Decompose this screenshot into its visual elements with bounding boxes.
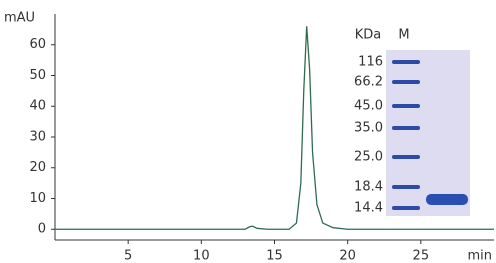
gel-marker-label: 116 bbox=[358, 55, 383, 70]
y-tick-label: 10 bbox=[29, 191, 46, 206]
sample-band bbox=[426, 194, 468, 205]
gel-marker-label: 35.0 bbox=[354, 121, 383, 136]
marker-band bbox=[392, 185, 420, 189]
gel-marker-label: 14.4 bbox=[354, 201, 383, 216]
marker-band bbox=[392, 126, 420, 130]
y-axis-label: mAU bbox=[4, 11, 35, 26]
y-tick-label: 30 bbox=[29, 129, 46, 144]
marker-band bbox=[392, 104, 420, 108]
gel-header: KDa bbox=[355, 28, 382, 43]
marker-band bbox=[392, 60, 420, 64]
x-tick-label: 15 bbox=[266, 249, 283, 263]
y-tick-label: 20 bbox=[29, 160, 46, 175]
gel bbox=[386, 50, 470, 216]
marker-band bbox=[392, 155, 420, 159]
y-tick-label: 50 bbox=[29, 68, 46, 83]
x-tick-label: 25 bbox=[413, 249, 430, 263]
y-tick-label: 0 bbox=[38, 222, 46, 237]
marker-band bbox=[392, 206, 420, 210]
gel-marker-label: 25.0 bbox=[354, 150, 383, 165]
marker-band bbox=[392, 80, 420, 84]
x-tick-label: 10 bbox=[193, 249, 210, 263]
y-tick-label: 40 bbox=[29, 99, 46, 114]
gel-lane-label: M bbox=[398, 28, 409, 43]
gel-marker-label: 45.0 bbox=[354, 99, 383, 114]
y-tick-label: 60 bbox=[29, 37, 46, 52]
gel-marker-label: 66.2 bbox=[354, 75, 383, 90]
x-tick-label: 5 bbox=[124, 249, 132, 263]
chart: mAU min KDa M 0 10 20 30 40 50 60 5 10 15 20 25 116 6… bbox=[0, 0, 496, 263]
x-axis-label: min bbox=[467, 249, 492, 263]
gel-marker-label: 18.4 bbox=[354, 180, 383, 195]
x-tick-label: 20 bbox=[339, 249, 356, 263]
